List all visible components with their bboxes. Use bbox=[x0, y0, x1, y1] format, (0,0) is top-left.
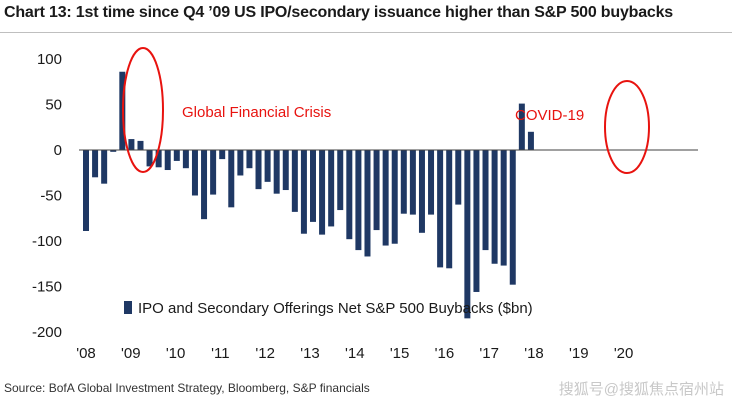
bar bbox=[128, 139, 135, 150]
bar bbox=[328, 150, 335, 227]
bar bbox=[310, 150, 316, 222]
y-axis: 100 50 0 -50 -100 -150 -200 bbox=[32, 51, 62, 341]
bar bbox=[92, 150, 99, 178]
gfc-annotation: Global Financial Crisis bbox=[182, 104, 331, 121]
y-tick-label: 50 bbox=[45, 97, 62, 114]
bar bbox=[255, 150, 262, 190]
chart-title: Chart 13: 1st time since Q4 ’09 US IPO/s… bbox=[4, 4, 674, 21]
bar bbox=[482, 150, 489, 251]
bar bbox=[173, 150, 180, 161]
x-tick-label: '16 bbox=[435, 345, 455, 362]
bar bbox=[264, 150, 271, 182]
bar bbox=[473, 150, 480, 292]
bar bbox=[319, 150, 326, 235]
bar bbox=[500, 150, 507, 266]
bar bbox=[455, 150, 462, 205]
x-axis: '08 '09 '10 '11 '12 '13 '14 '15 '16 '17 '18 '19 '20 bbox=[76, 345, 633, 362]
y-tick-label: 0 bbox=[54, 142, 62, 159]
bar bbox=[373, 150, 380, 231]
x-tick-label: '08 bbox=[76, 345, 96, 362]
bar bbox=[101, 150, 108, 184]
bar bbox=[246, 150, 253, 169]
y-tick-label: -200 bbox=[32, 324, 62, 341]
bar bbox=[337, 150, 344, 211]
x-tick-label: '18 bbox=[524, 345, 544, 362]
x-tick-label: '11 bbox=[211, 345, 229, 362]
bar bbox=[137, 140, 144, 150]
x-tick-label: '19 bbox=[569, 345, 589, 362]
bar bbox=[418, 150, 425, 233]
y-tick-label: -150 bbox=[32, 279, 62, 296]
legend-swatch bbox=[124, 301, 132, 314]
bar bbox=[291, 150, 298, 212]
bar bbox=[518, 103, 525, 150]
bar bbox=[391, 150, 398, 244]
bar bbox=[164, 150, 171, 171]
bar bbox=[400, 150, 407, 214]
x-tick-label: '17 bbox=[479, 345, 499, 362]
bar bbox=[364, 150, 371, 257]
bar bbox=[228, 150, 235, 208]
watermark: 搜狐号@搜狐焦点宿州站 bbox=[558, 381, 724, 398]
bar bbox=[428, 150, 435, 215]
bar bbox=[446, 150, 453, 269]
bar bbox=[346, 150, 353, 240]
x-tick-label: '10 bbox=[166, 345, 186, 362]
bar bbox=[437, 150, 444, 268]
y-tick-label: 100 bbox=[37, 51, 62, 68]
bar bbox=[527, 131, 534, 150]
x-tick-label: '14 bbox=[345, 345, 365, 362]
bar bbox=[83, 150, 89, 231]
bar bbox=[237, 150, 244, 176]
bar bbox=[382, 150, 389, 246]
x-tick-label: '20 bbox=[614, 345, 634, 362]
bar bbox=[201, 150, 208, 220]
x-tick-label: '13 bbox=[300, 345, 320, 362]
y-tick-label: -100 bbox=[32, 233, 62, 250]
bar bbox=[282, 150, 289, 191]
bar bbox=[191, 150, 198, 196]
bar bbox=[409, 150, 416, 215]
bar bbox=[300, 150, 307, 234]
covid-annotation: COVID-19 bbox=[515, 107, 584, 124]
x-tick-label: '09 bbox=[121, 345, 141, 362]
bar bbox=[182, 150, 189, 169]
bar bbox=[509, 150, 516, 285]
bar bbox=[464, 150, 471, 319]
title-divider bbox=[0, 32, 732, 33]
bar bbox=[273, 150, 280, 194]
bar-chart: 100 50 0 -50 -100 -150 -200 '08 '09 '10 '11 '12 '13… bbox=[32, 47, 698, 362]
gfc-highlight-circle bbox=[122, 47, 164, 173]
bar bbox=[491, 150, 498, 264]
bar bbox=[210, 150, 217, 195]
covid-highlight-circle bbox=[604, 80, 650, 174]
bar bbox=[355, 150, 362, 251]
x-tick-label: '12 bbox=[255, 345, 275, 362]
legend-label: IPO and Secondary Offerings Net S&P 500 … bbox=[138, 300, 533, 317]
bar bbox=[219, 150, 226, 160]
bar bbox=[146, 150, 153, 167]
source-note: Source: BofA Global Investment Strategy,… bbox=[4, 381, 370, 395]
bar bbox=[110, 150, 117, 152]
y-tick-label: -50 bbox=[40, 188, 62, 205]
bar bbox=[155, 150, 162, 168]
x-tick-label: '15 bbox=[390, 345, 410, 362]
bar-series bbox=[83, 71, 534, 319]
